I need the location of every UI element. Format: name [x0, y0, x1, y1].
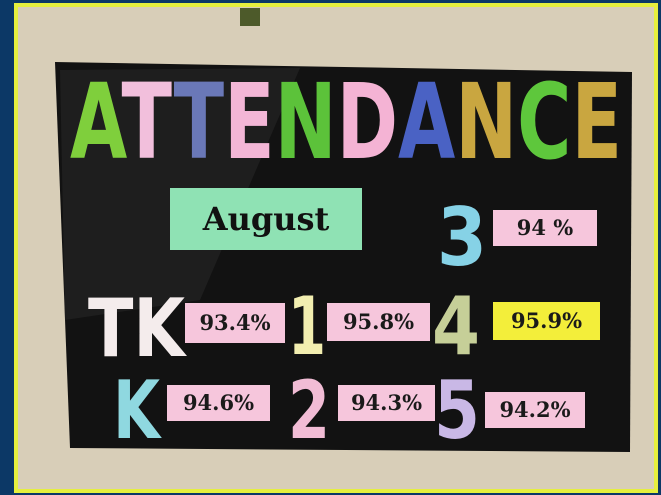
rate-box: [327, 303, 430, 341]
title-letter: A: [70, 61, 127, 183]
rate-box: [185, 303, 285, 343]
grade-label: 2: [288, 364, 330, 457]
grade-label: 5: [434, 364, 480, 457]
month-box: [170, 188, 362, 250]
grade-label: K: [113, 364, 162, 457]
rate: 94 %: [517, 215, 574, 240]
rate: 95.8%: [343, 309, 414, 334]
rate-box: [167, 385, 270, 421]
grade-label: 4: [432, 280, 480, 373]
title-letter: E: [571, 61, 622, 183]
grade-label: 3: [437, 191, 487, 284]
rate: 94.6%: [183, 390, 254, 415]
title-letter: C: [517, 61, 571, 183]
title-letter: N: [455, 61, 517, 183]
rate: 94.3%: [351, 390, 422, 415]
grade-label: 1: [288, 280, 326, 373]
rate-box: [493, 302, 600, 340]
rate-box: [338, 385, 435, 421]
title-letter: N: [275, 61, 337, 183]
rate-box: [485, 392, 585, 428]
grade-label: TK: [88, 282, 188, 375]
title: ATTENDANCE: [70, 61, 622, 183]
rate: 93.4%: [199, 310, 270, 335]
title-letter: D: [337, 61, 398, 183]
title-letter: E: [224, 61, 275, 183]
rate: 94.2%: [499, 397, 570, 422]
title-letter: T: [174, 61, 225, 183]
month: August: [202, 200, 330, 238]
rate: 95.9%: [511, 308, 582, 333]
rate-box: [493, 210, 597, 246]
title-letter: T: [122, 61, 174, 183]
title-letter: A: [398, 61, 455, 183]
hook: [240, 8, 260, 26]
